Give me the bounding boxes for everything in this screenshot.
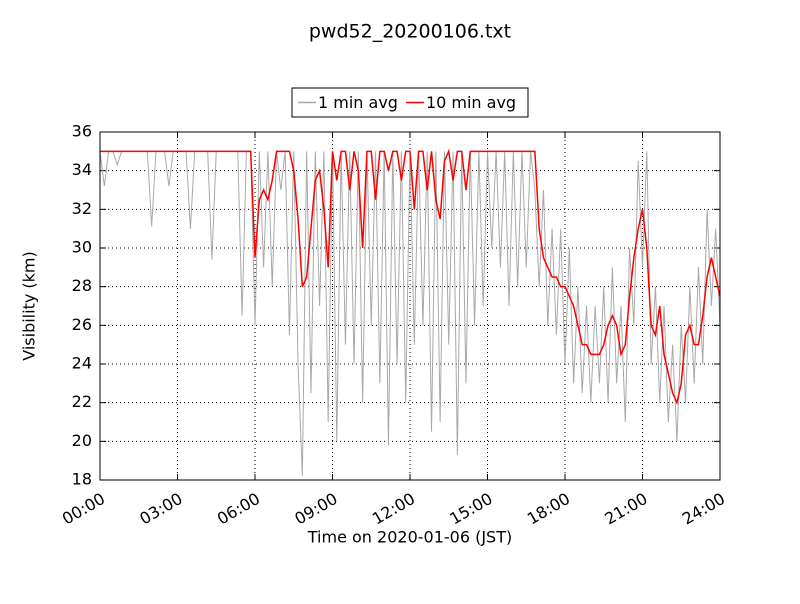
legend: 1 min avg 10 min avg [291, 87, 529, 118]
y-tick-label: 18 [72, 470, 92, 489]
y-tick-label: 20 [72, 431, 92, 450]
axes-frame [99, 131, 721, 481]
y-axis-label: Visibility (km) [20, 251, 39, 360]
y-tick-label: 26 [72, 315, 92, 334]
x-axis-label: Time on 2020-01-06 (JST) [307, 528, 512, 547]
chart-title: pwd52_20200106.txt [309, 21, 511, 43]
legend-label: 1 min avg [318, 93, 398, 112]
series-line [100, 148, 721, 406]
y-tick-label: 36 [72, 122, 92, 141]
y-tick-label: 34 [72, 160, 92, 179]
y-tick-label: 30 [72, 238, 92, 257]
y-tick-label: 24 [72, 354, 92, 373]
legend-label: 10 min avg [426, 93, 516, 112]
y-tick-label: 28 [72, 276, 92, 295]
y-tick-label: 32 [72, 199, 92, 218]
y-tick-label: 22 [72, 392, 92, 411]
